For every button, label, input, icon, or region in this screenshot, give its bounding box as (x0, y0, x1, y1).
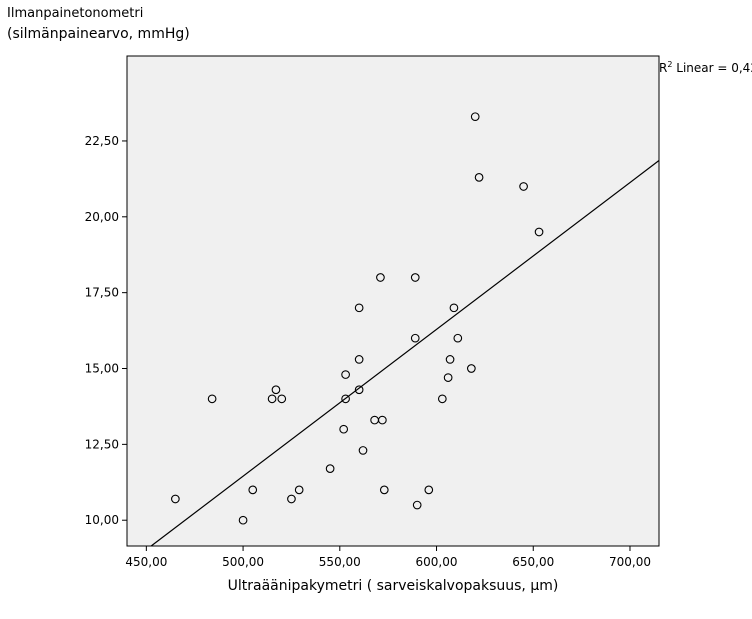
r-squared-label-prefix: R (659, 61, 668, 75)
plot-area (126, 55, 660, 547)
data-point (354, 303, 364, 313)
x-tick-label: 600,00 (416, 555, 458, 569)
data-point (238, 515, 248, 525)
data-point (410, 333, 420, 343)
data-point (534, 227, 544, 237)
r-squared-label-suffix: Linear = 0,42 (672, 61, 752, 75)
data-point (443, 373, 453, 382)
data-point (376, 273, 385, 282)
data-point (412, 500, 422, 510)
data-point (358, 446, 368, 455)
x-tick-label: 700,00 (609, 555, 651, 569)
data-point (424, 485, 434, 495)
x-axis-title: Ultraäänipakymetri ( sarveiskalvopaksuus… (227, 578, 559, 594)
data-point (445, 355, 455, 364)
data-point (466, 364, 476, 373)
data-point (354, 385, 364, 395)
data-point (437, 394, 447, 404)
y-tick-label: 12,50 (85, 437, 119, 451)
data-point (378, 415, 387, 425)
data-point (294, 485, 304, 495)
data-point (267, 394, 277, 404)
data-point (449, 303, 459, 313)
data-point (453, 333, 463, 343)
data-point (287, 494, 296, 504)
y-tick-label: 10,00 (85, 513, 119, 527)
y-axis-title-line1: Ilmanpainetonometri (7, 6, 144, 21)
data-point (207, 394, 217, 404)
data-point (248, 485, 258, 495)
data-point (325, 464, 335, 473)
x-axis-title-wrap: Ultraäänipakymetri ( sarveiskalvopaksuus… (0, 578, 752, 594)
data-point (519, 182, 528, 191)
x-tick-label: 500,00 (222, 555, 264, 569)
data-point (474, 173, 484, 182)
r-squared-label-sup: 2 (667, 60, 673, 69)
x-tick-label: 650,00 (512, 555, 554, 569)
y-tick-label: 20,00 (85, 210, 119, 224)
data-point (339, 424, 349, 434)
data-point (171, 494, 180, 504)
data-point (410, 273, 420, 282)
y-tick-label: 17,50 (85, 286, 119, 300)
data-point (341, 370, 350, 379)
data-point (341, 394, 350, 404)
y-tick-label: 22,50 (85, 134, 119, 148)
data-point (277, 394, 287, 404)
linear-fit-line (150, 160, 660, 547)
data-point (354, 355, 364, 364)
data-point (379, 485, 389, 495)
data-point (271, 385, 281, 395)
y-axis-title-line2: (silmänpainearvo, mmHg) (7, 26, 190, 42)
r-squared-label: R2 Linear = 0,42 (659, 60, 752, 75)
x-tick-label: 550,00 (319, 555, 361, 569)
data-point (470, 112, 480, 122)
y-tick-label: 15,00 (85, 362, 119, 376)
x-tick-label: 450,00 (125, 555, 167, 569)
